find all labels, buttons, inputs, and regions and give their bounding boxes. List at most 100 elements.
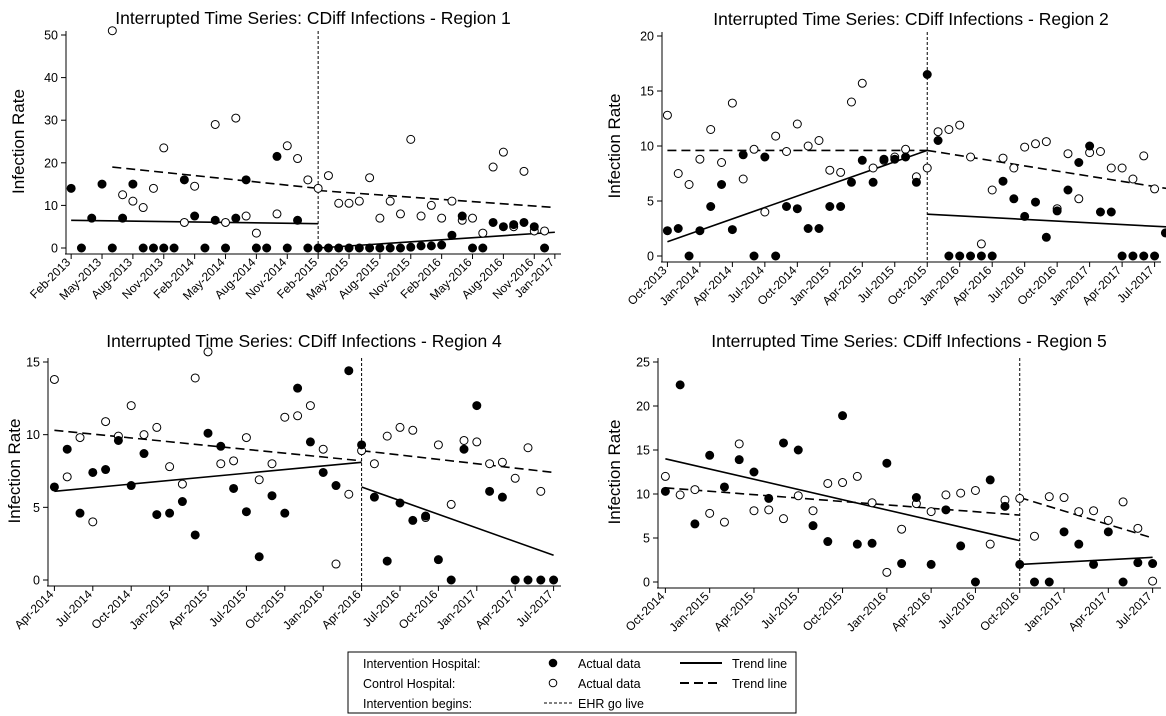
control-data-point bbox=[1059, 493, 1069, 503]
intervention-data-point bbox=[1103, 527, 1113, 537]
intervention-data-point bbox=[416, 241, 426, 251]
intervention-data-point bbox=[536, 575, 546, 585]
y-tick-label: 0 bbox=[643, 576, 650, 590]
intervention-data-point bbox=[803, 224, 813, 233]
x-tick-label: Apr-2016 bbox=[888, 589, 933, 634]
intervention-trend-line bbox=[667, 149, 928, 243]
control-data-point bbox=[331, 559, 341, 569]
intervention-data-point bbox=[179, 175, 189, 185]
control-data-point bbox=[792, 119, 802, 129]
intervention-data-point bbox=[1030, 577, 1039, 587]
legend: Intervention Hospital: Actual data Trend… bbox=[347, 651, 797, 714]
intervention-data-point bbox=[357, 440, 367, 450]
intervention-data-point bbox=[519, 217, 529, 227]
y-tick-label: 20 bbox=[640, 30, 654, 44]
intervention-data-point bbox=[779, 438, 788, 448]
intervention-data-point bbox=[203, 428, 213, 438]
control-data-point bbox=[165, 462, 175, 472]
control-data-point bbox=[955, 120, 965, 130]
intervention-data-point bbox=[488, 217, 498, 227]
intervention-data-point bbox=[426, 241, 436, 251]
intervention-data-point bbox=[944, 251, 954, 261]
intervention-data-point bbox=[280, 508, 290, 518]
intervention-data-point bbox=[76, 243, 86, 253]
chart-title: Interrupted Time Series: CDiff Infection… bbox=[713, 9, 1109, 29]
control-data-point bbox=[749, 506, 759, 516]
intervention-data-point bbox=[107, 243, 117, 253]
control-trend-line bbox=[665, 487, 1020, 516]
control-data-point bbox=[354, 196, 364, 206]
intervention-data-point bbox=[970, 577, 980, 587]
control-data-point bbox=[344, 489, 354, 499]
intervention-data-point bbox=[148, 243, 158, 253]
control-data-point bbox=[705, 508, 715, 518]
control-data-point bbox=[75, 433, 85, 443]
control-data-point bbox=[882, 567, 892, 577]
intervention-data-point bbox=[956, 541, 966, 551]
control-data-point bbox=[280, 412, 290, 422]
control-data-point bbox=[408, 425, 418, 435]
legend-control-trend-text: Trend line bbox=[732, 677, 787, 691]
intervention-data-point bbox=[498, 222, 508, 232]
chart-panel-3: Interrupted Time Series: CDiff Infection… bbox=[5, 331, 561, 633]
intervention-data-point bbox=[1133, 558, 1143, 568]
intervention-data-point bbox=[323, 243, 333, 253]
control-data-point bbox=[254, 475, 264, 485]
x-tick-label: Oct-2014 bbox=[623, 589, 668, 634]
control-data-point bbox=[1148, 576, 1158, 586]
control-data-point bbox=[382, 431, 392, 441]
intervention-data-point bbox=[365, 243, 375, 253]
x-tick-label: Jan-2016 bbox=[844, 589, 890, 635]
control-data-point bbox=[498, 147, 508, 157]
intervention-data-point bbox=[1089, 559, 1099, 569]
intervention-data-point bbox=[738, 150, 748, 160]
intervention-data-point bbox=[529, 222, 539, 232]
intervention-data-point bbox=[705, 450, 715, 460]
control-data-point bbox=[190, 373, 200, 383]
control-data-point bbox=[272, 209, 282, 219]
control-data-point bbox=[221, 217, 231, 227]
intervention-data-point bbox=[138, 243, 148, 253]
intervention-data-point bbox=[1150, 251, 1160, 261]
control-data-point bbox=[662, 110, 672, 120]
legend-control-marker bbox=[548, 678, 558, 688]
x-tick-label: Jul-2017 bbox=[1114, 263, 1157, 306]
control-data-point bbox=[944, 125, 954, 134]
control-data-point bbox=[922, 163, 932, 173]
control-data-point bbox=[148, 183, 158, 193]
intervention-data-point bbox=[165, 508, 175, 518]
control-data-point bbox=[190, 181, 200, 191]
x-tick-label: Apr-2016 bbox=[319, 587, 364, 632]
control-data-point bbox=[684, 180, 694, 189]
control-data-point bbox=[803, 141, 813, 151]
intervention-data-point bbox=[1117, 251, 1127, 261]
x-tick-label: Apr-2017 bbox=[473, 587, 518, 632]
intervention-data-point bbox=[216, 441, 226, 451]
x-tick-label: Jan-2017 bbox=[1021, 589, 1067, 635]
control-data-point bbox=[998, 153, 1008, 163]
intervention-data-point bbox=[241, 507, 251, 517]
control-data-point bbox=[159, 143, 169, 153]
intervention-data-point bbox=[879, 154, 889, 164]
control-data-point bbox=[138, 203, 148, 213]
intervention-data-point bbox=[793, 445, 803, 455]
intervention-data-point bbox=[139, 449, 149, 459]
y-axis-label: Infection Rate bbox=[605, 94, 624, 199]
control-data-point bbox=[468, 213, 478, 223]
control-data-point bbox=[231, 113, 241, 123]
intervention-data-point bbox=[303, 243, 313, 253]
intervention-data-point bbox=[229, 483, 239, 493]
intervention-data-point bbox=[446, 575, 456, 585]
control-data-point bbox=[1030, 531, 1039, 541]
control-data-point bbox=[1128, 174, 1138, 184]
control-data-point bbox=[1117, 163, 1127, 173]
intervention-data-point bbox=[749, 251, 759, 261]
control-data-point bbox=[216, 459, 226, 469]
intervention-data-point bbox=[251, 243, 261, 253]
intervention-data-point bbox=[901, 152, 911, 162]
control-trend-line bbox=[54, 429, 362, 462]
intervention-data-point bbox=[354, 243, 364, 253]
intervention-data-point bbox=[369, 492, 379, 502]
control-data-point bbox=[229, 456, 239, 466]
intervention-data-point bbox=[1041, 232, 1051, 242]
